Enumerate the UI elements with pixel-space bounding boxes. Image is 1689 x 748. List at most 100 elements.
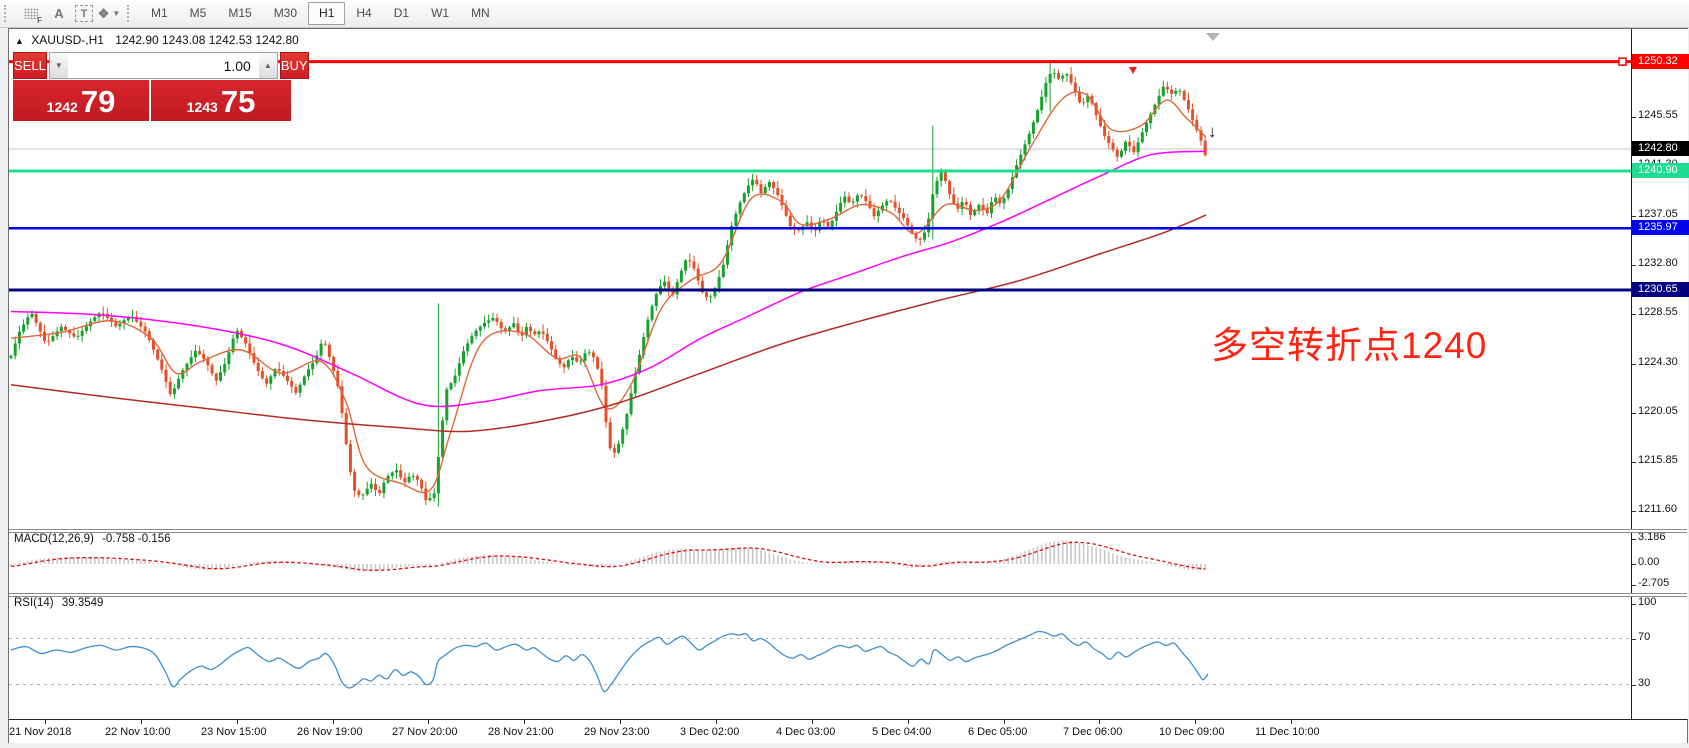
timeframe-button-w1[interactable]: W1 bbox=[431, 6, 450, 20]
timeframe-button-d1[interactable]: D1 bbox=[393, 6, 410, 20]
axis-tick-mark bbox=[1632, 584, 1636, 586]
time-axis-label: 11 Dec 10:00 bbox=[1255, 726, 1320, 738]
sell-button[interactable]: SELL bbox=[13, 52, 47, 79]
price-line-label: 1250.32 bbox=[1632, 53, 1689, 69]
chart-annotation-text: 多空转折点1240 bbox=[1211, 325, 1488, 366]
time-axis-label: 3 Dec 02:00 bbox=[680, 726, 740, 738]
timeframe-button-mn[interactable]: MN bbox=[471, 6, 490, 20]
axis-tick-label: 1228.55 bbox=[1638, 306, 1678, 319]
time-tick-mark bbox=[333, 720, 334, 724]
indicators-icon-letter: F bbox=[37, 16, 42, 25]
chart-symbol-label: XAUUSD-,H1 bbox=[31, 33, 104, 47]
red-down-arrow-icon bbox=[1129, 67, 1137, 74]
time-axis-label: 26 Nov 19:00 bbox=[297, 726, 363, 738]
macd-pane[interactable] bbox=[9, 532, 1631, 593]
timeframe-button-m5[interactable]: M5 bbox=[189, 6, 207, 20]
axis-tick-mark bbox=[1632, 461, 1636, 463]
toolbar-grip-2[interactable] bbox=[127, 5, 133, 22]
axis-tick-label: 1220.05 bbox=[1638, 405, 1678, 418]
axis-tick-mark bbox=[1632, 604, 1636, 605]
time-tick-mark bbox=[620, 720, 621, 724]
objects-icon[interactable]: ❖ ▼ bbox=[97, 3, 121, 24]
axis-tick-mark bbox=[1632, 539, 1636, 541]
sell-price-main: 1242 bbox=[46, 99, 78, 115]
price-line-label: 1240.90 bbox=[1632, 163, 1689, 178]
price-line-label: 1235.97 bbox=[1632, 220, 1689, 236]
macd-values: -0.758 -0.156 bbox=[102, 533, 171, 545]
axis-tick-label: 1245.55 bbox=[1638, 109, 1678, 121]
time-tick-mark bbox=[524, 720, 525, 724]
buy-button[interactable]: BUY bbox=[279, 52, 309, 79]
time-tick-mark bbox=[141, 720, 142, 724]
time-axis-label: 22 Nov 10:00 bbox=[105, 726, 171, 738]
time-tick-mark bbox=[1099, 720, 1100, 724]
price-axis: 1249.801245.551241.301237.051232.801228.… bbox=[1631, 29, 1689, 719]
axis-tick-mark bbox=[1632, 363, 1636, 365]
axis-tick-mark bbox=[1632, 117, 1636, 118]
rsi-label: RSI(14) bbox=[14, 597, 54, 609]
time-axis: 21 Nov 2018 22 Nov 10:00 23 Nov 15:00 26 No… bbox=[9, 719, 1687, 743]
timeframe-button-m30[interactable]: M30 bbox=[273, 6, 298, 20]
axis-tick-label: 30 bbox=[1638, 676, 1651, 689]
indicators-icon[interactable]: F bbox=[19, 3, 43, 25]
timeframe-button-h1[interactable]: H1 bbox=[308, 2, 346, 25]
objects-icon-glyph: ❖ bbox=[97, 5, 110, 21]
axis-tick-mark bbox=[1632, 638, 1636, 640]
rsi-pane[interactable] bbox=[9, 596, 1631, 719]
time-axis-label: 4 Dec 03:00 bbox=[776, 726, 836, 738]
axis-tick-label: 3.186 bbox=[1638, 531, 1666, 544]
pane-splitter-macd[interactable] bbox=[9, 529, 1687, 533]
buy-price-quote[interactable]: 1243 75 bbox=[151, 80, 291, 121]
time-tick-mark bbox=[1004, 720, 1005, 724]
axis-tick-mark bbox=[1632, 265, 1636, 267]
chart-shift-marker-icon[interactable] bbox=[1206, 33, 1220, 41]
axis-tick-mark bbox=[1632, 511, 1636, 513]
axis-tick-mark bbox=[1632, 684, 1636, 686]
time-tick-mark bbox=[237, 720, 238, 724]
time-axis-label: 7 Dec 06:00 bbox=[1063, 726, 1123, 738]
pane-splitter-rsi[interactable] bbox=[9, 593, 1687, 597]
indicators-icon-dots bbox=[24, 8, 38, 19]
timeframe-group: M1 M5 M15 M30 H1 H4 D1 W1 MN bbox=[140, 2, 501, 25]
axis-tick-label: 1224.30 bbox=[1638, 355, 1678, 368]
time-tick-mark bbox=[812, 720, 813, 724]
collapse-triangle-icon[interactable]: ▲ bbox=[15, 36, 24, 46]
toolbar: F A T ❖ ▼ M1 M5 M15 M30 H1 H4 D1 W1 MN bbox=[0, 0, 1689, 28]
volume-input[interactable] bbox=[67, 53, 259, 78]
annotate-text-icon[interactable]: A bbox=[54, 6, 64, 21]
macd-header: MACD(12,26,9) -0.758 -0.156 bbox=[14, 533, 171, 545]
chevron-down-icon: ▼ bbox=[112, 9, 121, 18]
time-axis-label: 10 Dec 09:00 bbox=[1159, 726, 1225, 738]
rsi-header: RSI(14) 39.3549 bbox=[14, 597, 103, 609]
time-tick-mark bbox=[1195, 720, 1196, 724]
time-tick-mark bbox=[1291, 720, 1292, 724]
price-line-label: 1242.80 bbox=[1632, 140, 1689, 156]
toolbar-grip[interactable] bbox=[4, 5, 10, 22]
buy-price-main: 1243 bbox=[186, 99, 218, 115]
timeframe-button-h4[interactable]: H4 bbox=[356, 6, 372, 20]
timeframe-button-m1[interactable]: M1 bbox=[151, 6, 168, 20]
buy-price-pips: 75 bbox=[220, 84, 256, 119]
black-down-arrow-icon: ↓ bbox=[1208, 122, 1217, 141]
sell-price-pips: 79 bbox=[80, 84, 116, 119]
one-click-trading-panel: SELL ▼ ▲ BUY 1242 79 1243 75 bbox=[13, 52, 309, 121]
axis-tick-label: 1215.85 bbox=[1638, 453, 1678, 466]
axis-tick-mark bbox=[1632, 413, 1636, 415]
price-line-label: 1230.65 bbox=[1632, 282, 1689, 298]
chart-ohlc-values: 1242.90 1243.08 1242.53 1242.80 bbox=[115, 33, 299, 47]
price-chart-pane[interactable] bbox=[9, 29, 1631, 529]
volume-increase-button[interactable]: ▲ bbox=[258, 53, 277, 78]
axis-tick-mark bbox=[1632, 564, 1636, 565]
timeframe-button-m15[interactable]: M15 bbox=[228, 6, 252, 20]
time-axis-label: 23 Nov 15:00 bbox=[201, 726, 267, 738]
time-tick-mark bbox=[908, 720, 909, 724]
time-axis-label: 21 Nov 2018 bbox=[9, 726, 72, 738]
axis-tick-label: 1232.80 bbox=[1638, 257, 1678, 270]
volume-decrease-button[interactable]: ▼ bbox=[49, 53, 68, 78]
axis-tick-label: 1211.60 bbox=[1638, 503, 1677, 516]
sell-price-quote[interactable]: 1242 79 bbox=[13, 80, 149, 121]
text-label-icon[interactable]: T bbox=[75, 5, 93, 22]
volume-stepper: ▼ ▲ bbox=[48, 52, 278, 79]
macd-label: MACD(12,26,9) bbox=[14, 533, 94, 545]
time-tick-mark bbox=[428, 720, 429, 724]
